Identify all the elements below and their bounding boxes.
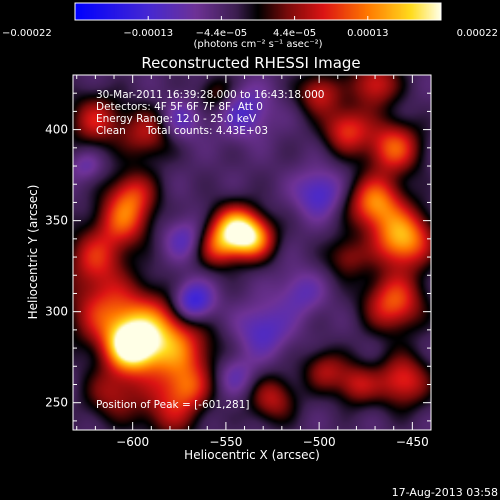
y-axis-ticks	[73, 74, 431, 422]
y-tick-label: 350	[45, 214, 68, 228]
annotation-time-range: 30-Mar-2011 16:39:28.000 to 16:43:18.000	[96, 89, 324, 101]
x-axis-ticks	[76, 75, 432, 430]
plot-area: −600 −550 −500 −450 250 300 350 400	[45, 74, 432, 449]
colorbar-tick-labels: −0.00022 −0.00013 −4.4e−05 4.4e−05 0.00013 0.…	[2, 28, 498, 39]
y-axis-title: Heliocentric Y (arcsec)	[26, 185, 40, 320]
x-tick-label: −550	[209, 435, 242, 449]
annotation-energy-range: Energy Range: 12.0 - 25.0 keV	[96, 113, 257, 125]
x-tick-label: −500	[303, 435, 336, 449]
annotation-peak-position: Position of Peak = [-601,281]	[96, 399, 250, 411]
colorbar-tick-label: −0.00022	[2, 28, 52, 39]
annotation-clean: Clean	[96, 125, 126, 137]
chart-title: Reconstructed RHESSI Image	[141, 54, 360, 72]
x-axis-tick-labels: −600 −550 −500 −450	[116, 435, 429, 449]
colorbar-ticks	[147, 16, 369, 20]
x-axis-title: Heliocentric X (arcsec)	[184, 448, 320, 462]
x-tick-label: −600	[116, 435, 149, 449]
colorbar-tick-label: −0.00013	[123, 28, 173, 39]
y-axis-tick-labels: 250 300 350 400	[45, 123, 68, 410]
colorbar-unit-label: (photons cm⁻² s⁻¹ asec⁻²)	[193, 39, 322, 50]
y-tick-label: 300	[45, 305, 68, 319]
footer-timestamp: 17-Aug-2013 03:58	[391, 486, 498, 499]
heatmap-image	[73, 75, 431, 430]
x-tick-label: −450	[396, 435, 429, 449]
colorbar-tick-label: 4.4e−05	[273, 28, 316, 39]
colorbar-gradient	[75, 3, 441, 20]
annotation-total-counts: Total counts: 4.43E+03	[145, 125, 268, 137]
plot-frame	[72, 74, 432, 431]
y-tick-label: 250	[45, 396, 68, 410]
colorbar-tick-label: −4.4e−05	[196, 28, 248, 39]
y-tick-label: 400	[45, 123, 68, 137]
colorbar-frame	[74, 2, 442, 21]
colorbar-tick-label: 0.00022	[457, 28, 498, 39]
colorbar-tick-label: 0.00013	[347, 28, 388, 39]
colorbar: −0.00022 −0.00013 −4.4e−05 4.4e−05 0.00013 0.…	[2, 2, 498, 50]
annotation-block: 30-Mar-2011 16:39:28.000 to 16:43:18.000…	[96, 89, 324, 137]
annotation-detectors: Detectors: 4F 5F 6F 7F 8F, Att 0	[96, 101, 263, 113]
